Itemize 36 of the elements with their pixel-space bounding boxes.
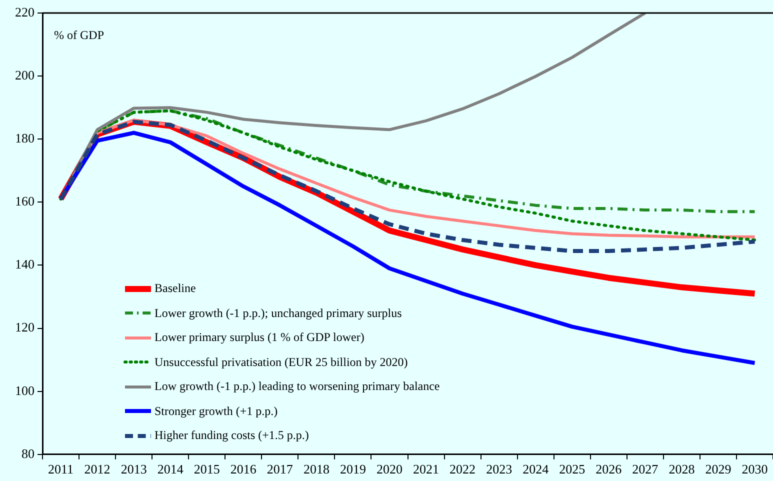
legend-label: Low growth (-1 p.p.) leading to worsening primary balance xyxy=(154,379,440,394)
x-tick-label: 2012 xyxy=(84,462,110,477)
x-tick-label: 2017 xyxy=(266,462,294,477)
y-tick-label: 80 xyxy=(22,446,34,461)
y-tick-label: 200 xyxy=(15,67,34,82)
y-axis-title: % of GDP xyxy=(54,28,104,43)
x-tick-label: 2030 xyxy=(742,462,768,477)
y-tick-label: 100 xyxy=(15,382,34,398)
x-tick-label: 2015 xyxy=(194,462,220,477)
x-tick-label: 2029 xyxy=(705,462,732,477)
legend-label: Lower growth (-1 p.p.); unchanged primary surplus xyxy=(154,306,402,321)
x-tick-label: 2025 xyxy=(559,462,586,477)
x-tick-label: 2027 xyxy=(632,462,659,477)
x-tick-label: 2011 xyxy=(48,462,74,477)
y-tick-label: 120 xyxy=(15,320,34,335)
y-tick-label: 220 xyxy=(15,4,34,20)
legend-label: Unsuccessful privatisation (EUR 25 billion by 2020) xyxy=(154,354,408,370)
legend-label: Lower primary surplus (1 % of GDP lower) xyxy=(154,330,364,346)
y-tick-label: 140 xyxy=(15,256,34,272)
x-tick-label: 2024 xyxy=(522,462,550,477)
x-tick-label: 2028 xyxy=(668,462,695,477)
x-tick-label: 2016 xyxy=(230,462,257,477)
y-tick-label: 160 xyxy=(15,194,34,209)
x-tick-label: 2023 xyxy=(486,462,512,477)
x-tick-label: 2022 xyxy=(450,462,476,477)
x-tick-label: 2026 xyxy=(596,462,622,477)
y-tick-label: 180 xyxy=(15,130,34,146)
legend-label: Baseline xyxy=(154,281,196,296)
legend-label: Stronger growth (+1 p.p.) xyxy=(154,404,278,419)
x-tick-label: 2018 xyxy=(303,462,330,477)
legend-label: Higher funding costs (+1.5 p.p.) xyxy=(154,428,309,444)
x-tick-label: 2021 xyxy=(413,462,440,477)
x-tick-label: 2019 xyxy=(340,462,366,477)
x-tick-label: 2014 xyxy=(157,462,184,477)
x-tick-label: 2013 xyxy=(120,462,147,477)
x-tick-label: 2020 xyxy=(376,462,402,477)
